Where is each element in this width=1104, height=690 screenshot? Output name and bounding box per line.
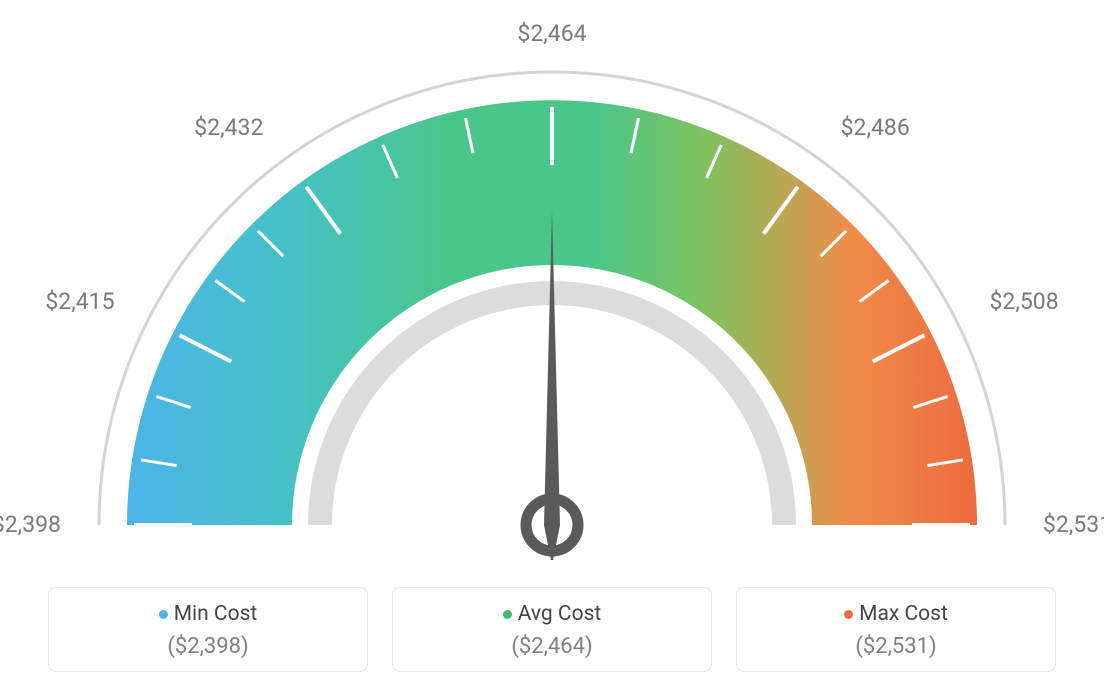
legend-title-min-text: Min Cost: [174, 602, 258, 626]
legend-value-avg: ($2,464): [403, 634, 701, 659]
gauge-tick-label: $2,486: [841, 114, 910, 141]
legend-card-min: Min Cost ($2,398): [48, 587, 368, 672]
legend-title-avg: Avg Cost: [403, 602, 701, 626]
legend-row: Min Cost ($2,398) Avg Cost ($2,464) Max …: [0, 587, 1104, 672]
gauge-tick-label: $2,415: [45, 288, 114, 315]
legend-dot-min: [159, 610, 168, 619]
gauge-tick-label: $2,508: [989, 288, 1058, 315]
legend-dot-avg: [503, 610, 512, 619]
legend-card-avg: Avg Cost ($2,464): [392, 587, 712, 672]
gauge-svg: [62, 20, 1042, 560]
legend-value-min: ($2,398): [59, 634, 357, 659]
legend-title-max: Max Cost: [747, 602, 1045, 626]
gauge-chart: $2,398 $2,415 $2,432 $2,464 $2,486 $2,508 $2,5…: [0, 0, 1104, 570]
legend-card-max: Max Cost ($2,531): [736, 587, 1056, 672]
legend-value-max: ($2,531): [747, 634, 1045, 659]
legend-title-min: Min Cost: [59, 602, 357, 626]
legend-title-max-text: Max Cost: [859, 602, 948, 626]
legend-dot-max: [844, 610, 853, 619]
gauge-tick-label: $2,464: [517, 20, 586, 47]
legend-title-avg-text: Avg Cost: [518, 602, 602, 626]
gauge-tick-label: $2,398: [0, 511, 61, 538]
gauge-tick-label: $2,432: [194, 114, 263, 141]
gauge-tick-label: $2,531: [1043, 511, 1104, 538]
